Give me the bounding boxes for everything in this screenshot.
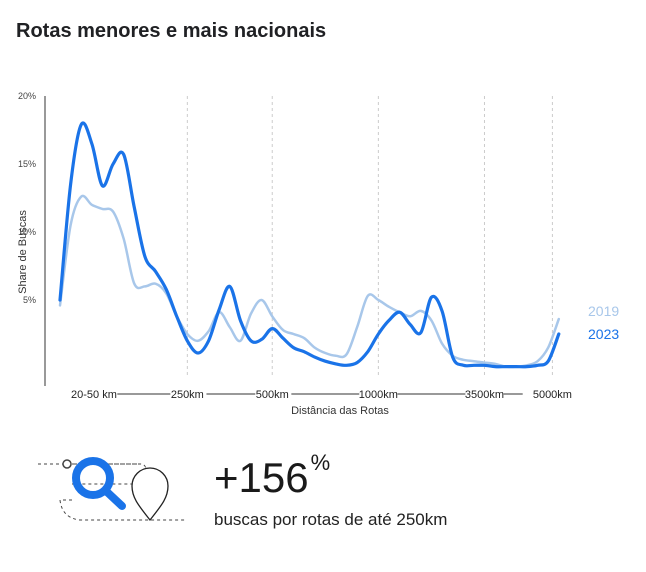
search-route-illustration bbox=[38, 457, 186, 522]
grid-lines bbox=[186, 96, 553, 378]
y-tick-label: 20% bbox=[18, 91, 36, 101]
legend-entry-2019: 2019 bbox=[588, 303, 619, 319]
x-tick-label: 20-50 km bbox=[71, 389, 117, 401]
stat-number-text: +156 bbox=[214, 454, 309, 501]
y-tick-label: 10% bbox=[18, 227, 36, 237]
chart-labels: 5% 10% 15% 20% 20-50 km 250km 500km 1000km 3500k… bbox=[17, 91, 619, 417]
x-axis-title: Distância das Rotas bbox=[291, 405, 389, 417]
stat-percent-sign: % bbox=[310, 450, 331, 475]
dashed-route-bottom bbox=[59, 499, 186, 521]
x-tick-label: 1000km bbox=[359, 389, 398, 401]
series-line-2019 bbox=[58, 194, 561, 369]
route-dot bbox=[62, 459, 72, 469]
x-tick-label: 250km bbox=[171, 389, 204, 401]
axes bbox=[44, 96, 523, 395]
line-chart: 5% 10% 15% 20% 20-50 km 250km 500km 1000km 3500k… bbox=[17, 91, 619, 417]
y-tick-label: 15% bbox=[18, 159, 36, 169]
series-lines bbox=[58, 121, 561, 369]
stat-caption: buscas por rotas de até 250km bbox=[214, 510, 448, 529]
chart-title: Rotas menores e mais nacionais bbox=[16, 20, 327, 42]
x-tick-label: 3500km bbox=[465, 389, 504, 401]
y-tick-label: 5% bbox=[23, 295, 36, 305]
map-pin-icon bbox=[131, 467, 169, 522]
stat-value: +156% bbox=[214, 450, 330, 502]
search-icon bbox=[72, 457, 126, 510]
x-tick-label: 500km bbox=[256, 389, 289, 401]
legend-entry-2023: 2023 bbox=[588, 326, 619, 342]
y-axis-title: Share de Buscas bbox=[17, 210, 29, 294]
series-line-2023 bbox=[58, 121, 561, 369]
x-tick-label: 5000km bbox=[533, 389, 572, 401]
